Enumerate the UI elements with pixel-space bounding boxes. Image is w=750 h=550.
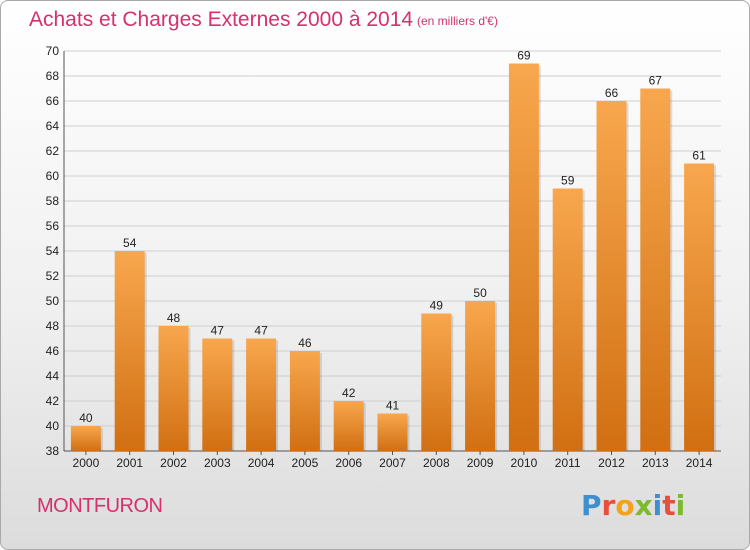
data-label: 41 (386, 399, 400, 413)
data-label: 59 (561, 174, 575, 188)
x-tick-label: 2008 (423, 456, 450, 470)
x-tick-label: 2011 (555, 456, 581, 470)
bar (465, 301, 496, 451)
data-label: 48 (167, 311, 181, 325)
logo-letter: i (675, 489, 686, 522)
y-tick-label: 68 (46, 69, 60, 83)
data-label: 67 (649, 74, 663, 88)
x-tick-label: 2003 (204, 456, 231, 470)
bar (596, 101, 627, 451)
bar (421, 313, 452, 451)
x-tick-label: 2000 (73, 456, 100, 470)
logo-letter: i (652, 489, 663, 522)
y-tick-label: 62 (46, 144, 60, 158)
data-label: 42 (342, 386, 356, 400)
y-tick-label: 38 (46, 444, 60, 458)
y-tick-label: 52 (46, 269, 60, 283)
x-tick-label: 2012 (598, 456, 625, 470)
chart-subtitle: (en milliers d'€) (417, 14, 498, 28)
bar (333, 401, 364, 451)
bar (289, 351, 320, 451)
y-tick-label: 46 (46, 344, 60, 358)
y-tick-label: 60 (46, 169, 60, 183)
x-tick-label: 2009 (467, 456, 494, 470)
y-tick-label: 40 (46, 419, 60, 433)
data-label: 40 (79, 411, 93, 425)
logo-letter: o (615, 489, 635, 522)
logo-letter: P (581, 489, 602, 522)
x-tick-label: 2005 (292, 456, 319, 470)
data-label: 61 (692, 149, 706, 163)
bar (684, 163, 715, 451)
y-tick-label: 56 (46, 219, 60, 233)
labels: 38 40 42 44 46 48 50 52 54 56 58 60 62 64 66 68 70 40 2000… (46, 44, 713, 470)
x-tick-label: 2014 (686, 456, 713, 470)
x-tick-label: 2002 (160, 456, 187, 470)
y-tick-label: 48 (46, 319, 60, 333)
bar (377, 413, 408, 451)
data-label: 47 (211, 324, 225, 338)
bars (70, 63, 717, 451)
bar (158, 326, 189, 451)
bar (114, 251, 145, 451)
y-tick-label: 54 (46, 244, 60, 258)
y-tick-label: 58 (46, 194, 60, 208)
place-name: MONTFURON (37, 495, 163, 517)
x-tick-label: 2010 (511, 456, 538, 470)
y-tick-label: 66 (46, 94, 60, 108)
logo-letter: t (662, 489, 676, 522)
data-label: 66 (605, 86, 619, 100)
proxiti-logo: Proxiti (581, 489, 685, 522)
data-label: 54 (123, 236, 137, 250)
x-tick-label: 2006 (335, 456, 362, 470)
data-label: 46 (298, 336, 312, 350)
bar (508, 63, 539, 451)
y-tick-label: 70 (46, 44, 60, 58)
chart-title: Achats et Charges Externes 2000 à 2014 (29, 8, 414, 31)
bar (70, 426, 101, 451)
bar (552, 188, 583, 451)
y-tick-label: 64 (46, 119, 60, 133)
x-tick-label: 2013 (642, 456, 669, 470)
data-label: 50 (473, 286, 487, 300)
y-tick-label: 50 (46, 294, 60, 308)
x-tick-label: 2007 (379, 456, 406, 470)
x-tick-label: 2004 (248, 456, 275, 470)
data-label: 49 (430, 299, 444, 313)
logo-letter: x (634, 489, 653, 522)
bar (640, 88, 671, 451)
x-tick-label: 2001 (116, 456, 143, 470)
y-tick-label: 42 (46, 394, 60, 408)
bar (202, 338, 233, 451)
y-tick-label: 44 (46, 369, 60, 383)
data-label: 69 (517, 49, 531, 63)
data-label: 47 (254, 324, 268, 338)
logo-letter: r (601, 489, 616, 522)
bar (246, 338, 277, 451)
